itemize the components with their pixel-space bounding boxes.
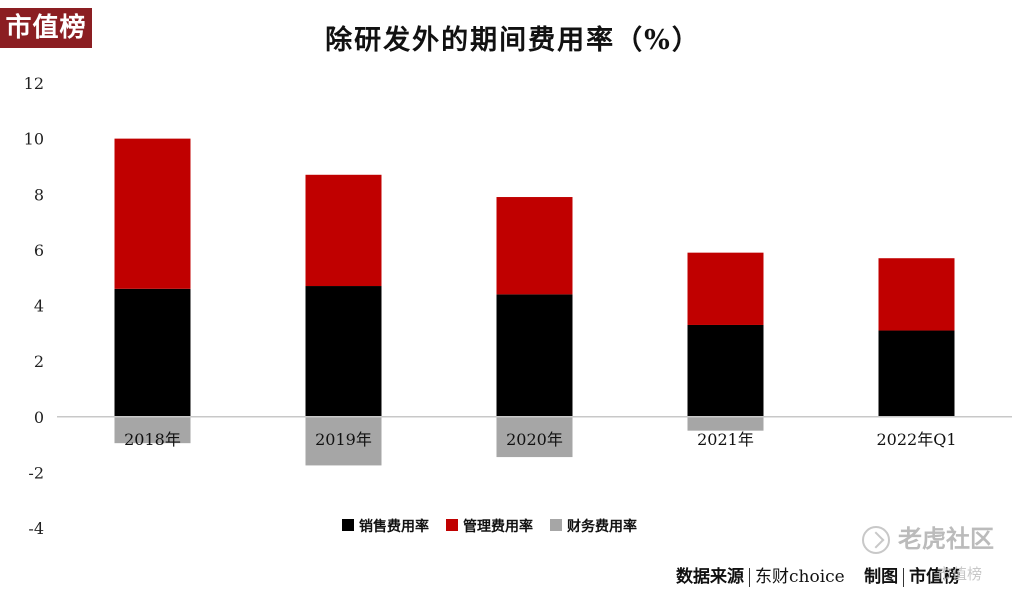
bar-销售费用率 [878,330,955,417]
bar-财务费用率 [687,416,764,431]
x-tick-label: 2021年 [697,430,754,449]
bar-销售费用率 [305,286,382,417]
y-tick-label: 10 [24,130,44,149]
bar-财务费用率 [496,416,573,458]
legend-label: 财务费用率 [566,518,637,535]
y-tick-label: -4 [28,519,44,538]
source-provider: 东财choice [755,567,845,587]
source-note: 数据来源 东财choice 制图 市值榜 [676,562,960,587]
legend-swatch [342,519,354,531]
x-tick-label: 2018年 [124,430,181,449]
source-divider [749,568,750,587]
bar-管理费用率 [496,197,573,295]
watermark-text: 老虎社区 [898,525,994,553]
bar-财务费用率 [114,416,191,444]
made-by-value: 市值榜 [909,567,961,587]
y-tick-label: 0 [34,408,44,427]
legend-swatch [446,519,458,531]
legend-label: 管理费用率 [463,518,533,535]
bar-财务费用率 [305,416,382,466]
made-by-divider [903,568,905,587]
y-tick-label: -2 [28,463,44,482]
x-tick-label: 2022年Q1 [876,430,956,449]
bar-销售费用率 [114,288,191,417]
brand-logo: 市值榜 [0,8,92,48]
bar-管理费用率 [305,174,382,287]
bar-管理费用率 [687,252,764,325]
bar-管理费用率 [114,138,191,289]
y-tick-label: 2 [34,352,44,371]
watermark-small: 市值榜 [937,565,983,583]
bar-销售费用率 [687,324,764,417]
chart-title: 除研发外的期间费用率（%） [325,25,701,56]
y-tick-label: 8 [34,185,44,204]
source-label: 数据来源 [676,567,744,587]
legend-label: 销售费用率 [359,518,429,535]
bar-管理费用率 [878,258,955,331]
bar-销售费用率 [496,294,573,417]
x-tick-label: 2020年 [506,430,563,449]
watermark: 老虎社区 [862,519,994,554]
made-by-label: 制图 [864,567,899,587]
legend-swatch [550,519,562,531]
x-tick-label: 2019年 [315,430,372,449]
y-tick-label: 12 [24,74,44,93]
y-tick-label: 4 [34,297,44,316]
y-tick-label: 6 [34,241,44,260]
watermark-logo-icon [862,526,890,554]
